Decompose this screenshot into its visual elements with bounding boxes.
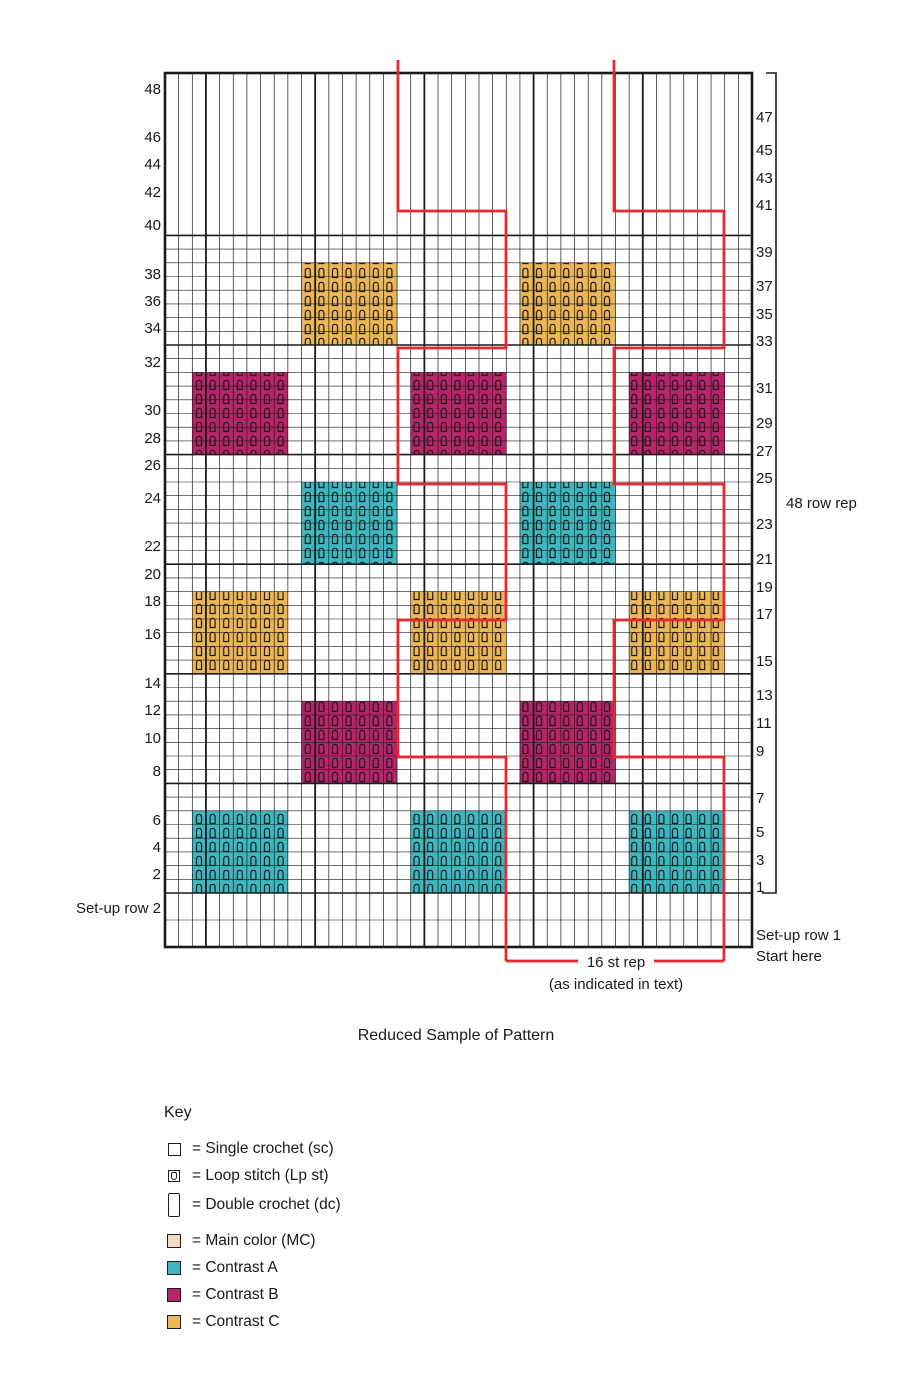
row-number-left: 28 — [144, 430, 161, 447]
chart-frame — [163, 71, 754, 949]
row-number-right: 43 — [756, 170, 773, 187]
row-number-right: 5 — [756, 824, 764, 841]
row-number-right: 11 — [756, 715, 772, 732]
chart-labels: 4846444240383634323028262422201816141210… — [76, 81, 857, 993]
setup-row-1-label: Set-up row 1 — [756, 927, 841, 944]
key-item-loop-stitch: = Loop stitch (Lp st) — [164, 1165, 329, 1187]
row-number-left: 20 — [144, 566, 161, 583]
stitch-repeat-note: (as indicated in text) — [549, 976, 683, 993]
row-number-left: 46 — [144, 129, 161, 146]
repeat-outline — [396, 60, 777, 963]
row-number-right: 21 — [756, 551, 773, 568]
row-number-right: 45 — [756, 142, 773, 159]
key-item-contrast-a: = Contrast A — [164, 1257, 278, 1279]
key-item-single-crochet: = Single crochet (sc) — [164, 1138, 334, 1160]
row-number-right: 13 — [756, 687, 773, 704]
row-number-left: 48 — [144, 81, 161, 98]
row-number-left: 16 — [144, 626, 161, 643]
row-number-right: 3 — [756, 852, 764, 869]
row-number-left: 32 — [144, 354, 161, 371]
row-number-right: 41 — [756, 197, 773, 214]
pattern-chart-svg: 4846444240383634323028262422201816141210… — [76, 60, 857, 993]
key-item-double-crochet: = Double crochet (dc) — [164, 1193, 341, 1217]
row-number-right: 33 — [756, 333, 773, 350]
single-crochet-icon — [164, 1142, 184, 1156]
row-number-right: 39 — [756, 244, 773, 261]
row-number-right: 7 — [756, 790, 764, 807]
row-number-right: 17 — [756, 606, 773, 623]
setup-row-2-label: Set-up row 2 — [76, 900, 161, 917]
row-number-right: 23 — [756, 516, 773, 533]
key-item-contrast-c: = Contrast C — [164, 1311, 279, 1333]
row-number-left: 4 — [153, 839, 161, 856]
stitch-repeat-label: 16 st rep — [587, 954, 645, 971]
row-repeat-bracket — [762, 72, 777, 894]
row-number-left: 44 — [144, 156, 161, 173]
pattern-chart: 48 46 44 42 40 38 36 34 32 30 28 26 24 22 20 18 16 14 12 10… — [76, 60, 857, 993]
row-number-left: 12 — [144, 702, 161, 719]
row-number-right: 27 — [756, 443, 773, 460]
double-crochet-icon — [164, 1193, 184, 1217]
repeat-line-right — [612, 60, 726, 961]
row-number-left: 18 — [144, 593, 161, 610]
row-number-right: 31 — [756, 380, 773, 397]
row-number-right: 37 — [756, 278, 773, 295]
row-number-right: 19 — [756, 579, 773, 596]
stitch-grid — [163, 71, 754, 949]
main-color-swatch — [164, 1234, 184, 1248]
row-number-right: 15 — [756, 653, 773, 670]
row-number-left: 38 — [144, 266, 161, 283]
row-repeat-label: 48 row rep — [786, 495, 857, 512]
loop-stitch-icon — [164, 1170, 184, 1182]
key-legend: Key = Single crochet (sc) = Loop stitch … — [164, 1104, 564, 1330]
row-number-right: 9 — [756, 743, 764, 760]
row-number-right: 47 — [756, 109, 773, 126]
row-number-right: 25 — [756, 470, 773, 487]
row-number-left: 24 — [144, 490, 161, 507]
row-number-right: 29 — [756, 415, 773, 432]
key-title: Key — [164, 1104, 192, 1121]
row-number-left: 26 — [144, 457, 161, 474]
row-number-right: 35 — [756, 306, 773, 323]
row-number-left: 36 — [144, 293, 161, 310]
row-number-left: 40 — [144, 217, 161, 234]
chart-caption: Reduced Sample of Pattern — [357, 1027, 555, 1044]
key-item-main-color: = Main color (MC) — [164, 1230, 316, 1252]
contrast-b-swatch — [164, 1288, 184, 1302]
row-number-left: 30 — [144, 402, 161, 419]
contrast-c-swatch — [164, 1315, 184, 1329]
row-number-right: 1 — [756, 879, 764, 896]
key-item-contrast-b: = Contrast B — [164, 1284, 279, 1306]
row-number-left: 8 — [153, 763, 161, 780]
row-number-left: 34 — [144, 320, 161, 337]
row-number-left: 6 — [153, 812, 161, 829]
row-number-left: 10 — [144, 730, 161, 747]
row-number-left: 42 — [144, 184, 161, 201]
repeat-line-left — [396, 60, 508, 961]
row-number-left: 14 — [144, 675, 161, 692]
row-number-left: 22 — [144, 538, 161, 555]
contrast-a-swatch — [164, 1261, 184, 1275]
start-here-label: Start here — [756, 948, 822, 965]
row-number-left: 2 — [153, 866, 161, 883]
